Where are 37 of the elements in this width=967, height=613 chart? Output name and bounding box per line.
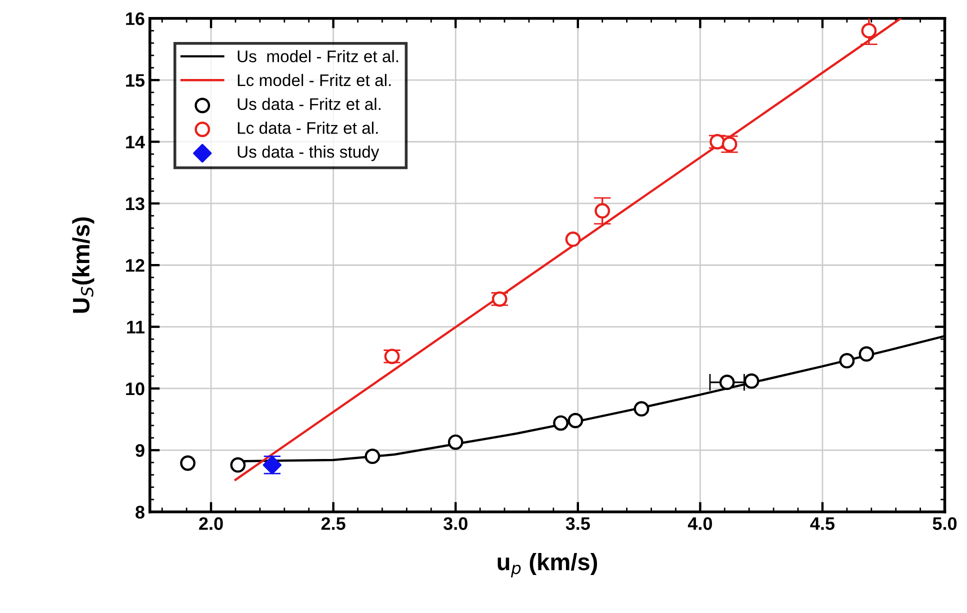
legend-label: Lc data - Fritz et al.: [238, 122, 378, 134]
x-tick-label: 5.0: [932, 517, 957, 530]
x-tick-label: 3.0: [443, 517, 468, 530]
x-axis-title: u$_{p}$ (km/s): [498, 552, 598, 578]
x-tick-label: 4.0: [688, 517, 712, 530]
point: [230, 457, 246, 473]
y-tick-label: 14: [126, 136, 145, 148]
point: [858, 346, 874, 362]
y-tick-label: 10: [126, 382, 144, 396]
x-tick-label: 4.5: [810, 517, 835, 530]
y-tick-label: 12: [126, 259, 144, 272]
point: [364, 448, 380, 464]
y-tick-label: 9: [136, 444, 144, 457]
y-tick-label: 8: [136, 506, 144, 519]
legend-label: Us data - Fritz et al.: [238, 98, 380, 110]
y-axis-title: U$_{S}$(km/s): [72, 217, 94, 313]
point: [180, 455, 196, 471]
point: [568, 412, 584, 428]
y-tick-label: 15: [126, 74, 145, 87]
legend-label: Lc model - Fritz et al.: [238, 74, 391, 86]
y-tick-label: 13: [126, 197, 144, 210]
point: [448, 434, 464, 450]
legend-label: Us data - this study: [238, 146, 380, 162]
y-tick-label: 11: [127, 320, 145, 334]
point: [553, 415, 568, 431]
point: [744, 373, 760, 389]
point: [565, 232, 581, 247]
x-tick-label: 2.5: [321, 517, 346, 530]
point: [839, 353, 855, 368]
point: [861, 23, 877, 38]
x-tick-label: 3.5: [566, 517, 590, 530]
point: [719, 374, 735, 390]
x-tick-label: 2.0: [199, 517, 223, 530]
point: [594, 203, 610, 219]
legend-label: Us model - Fritz et al.: [238, 50, 398, 62]
y-tick-label: 16: [126, 12, 144, 26]
point: [634, 401, 650, 417]
